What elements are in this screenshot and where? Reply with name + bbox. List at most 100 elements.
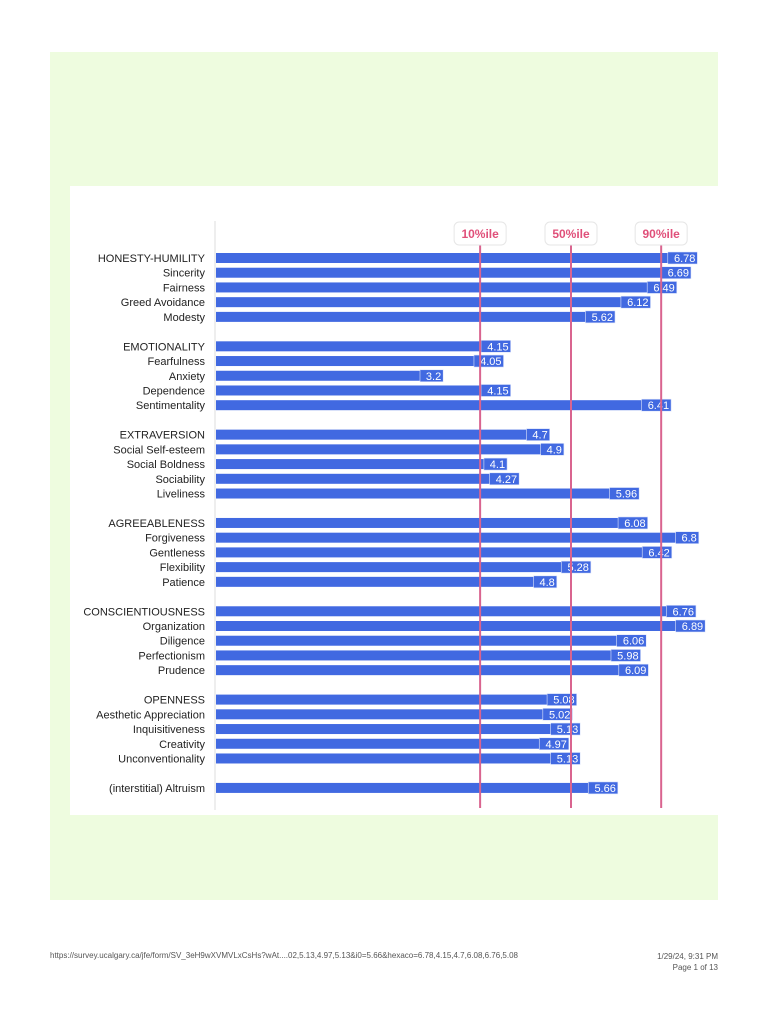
category-label: Sociability: [155, 474, 205, 486]
bar: [216, 635, 647, 646]
category-label: AGREEABLENESS: [108, 518, 205, 530]
value-label-background: [667, 251, 698, 265]
value-label: 4.05: [480, 356, 501, 368]
bar: [216, 297, 651, 308]
category-label: Social Self-esteem: [113, 444, 205, 456]
value-label-background: [540, 443, 565, 456]
category-label: Dependence: [143, 385, 205, 397]
footer-meta: 1/29/24, 9:31 PM Page 1 of 13: [657, 951, 718, 973]
bar: [216, 400, 672, 411]
value-label: 6.06: [623, 636, 644, 648]
value-label: 6.69: [668, 268, 689, 280]
category-label: Aesthetic Appreciation: [96, 709, 205, 721]
category-label: Organization: [143, 621, 205, 633]
value-label: 6.42: [648, 547, 669, 559]
percentile-label-box: [453, 221, 507, 246]
category-label: HONESTY-HUMILITY: [98, 253, 206, 265]
value-label: 5.28: [567, 562, 588, 574]
value-label-background: [483, 457, 508, 471]
value-label: 5.08: [553, 695, 574, 707]
value-label: 4.1: [490, 459, 505, 471]
value-label-background: [641, 398, 672, 412]
bar: [216, 621, 706, 631]
value-label: 6.12: [627, 297, 648, 309]
value-label-background: [538, 737, 570, 751]
value-label-background: [675, 619, 706, 633]
bar: [216, 709, 573, 720]
value-label: 5.96: [616, 489, 637, 501]
category-label: Prudence: [158, 665, 205, 677]
category-label: Inquisitiveness: [133, 724, 206, 736]
value-label: 3.2: [426, 371, 441, 383]
bar: [216, 606, 696, 617]
bar: [216, 282, 677, 293]
bar: [216, 694, 577, 705]
value-label-background: [610, 649, 641, 662]
bar: [216, 370, 444, 381]
value-label: 5.13: [557, 724, 578, 736]
value-label: 4.7: [532, 430, 547, 442]
value-label: 6.78: [674, 253, 695, 265]
percentile-label-box: [544, 221, 598, 246]
value-label-background: [585, 310, 616, 324]
category-label: Creativity: [159, 739, 205, 751]
category-label: Social Boldness: [127, 459, 206, 471]
category-label: Unconventionality: [118, 753, 205, 765]
category-label: EMOTIONALITY: [123, 341, 206, 353]
category-label: Anxiety: [169, 371, 206, 383]
bar: [216, 473, 520, 484]
bar: [216, 356, 504, 367]
footer-url: https://survey.ucalgary.ca/jfe/form/SV_3…: [50, 951, 518, 960]
bar: [216, 488, 640, 499]
bar: [216, 547, 672, 558]
value-label: 5.13: [557, 753, 578, 765]
value-label-background: [489, 472, 520, 486]
value-label-background: [675, 531, 700, 544]
value-label: 4.15: [487, 341, 508, 353]
value-label-background: [546, 693, 577, 706]
value-label: 5.02: [549, 709, 570, 721]
bar: [216, 724, 581, 735]
value-label: 6.49: [653, 282, 674, 294]
value-label: 6.76: [673, 606, 694, 618]
value-label: 4.27: [496, 474, 517, 486]
category-label: EXTRAVERSION: [120, 430, 205, 442]
category-label: Greed Avoidance: [121, 297, 205, 309]
value-label: 6.08: [624, 518, 645, 530]
bar: [216, 650, 641, 661]
bar: [216, 738, 569, 749]
value-label-background: [473, 354, 504, 368]
value-label: 4.8: [540, 577, 555, 589]
footer-datetime: 1/29/24, 9:31 PM: [657, 952, 718, 961]
category-label: Sincerity: [163, 268, 206, 280]
footer-page-number: Page 1 of 13: [672, 963, 718, 972]
bar: [216, 385, 511, 396]
value-label-background: [550, 722, 581, 736]
category-label: Perfectionism: [138, 650, 205, 662]
value-label-background: [620, 295, 651, 309]
value-label-background: [618, 663, 649, 677]
value-label: 4.15: [487, 385, 508, 397]
bar: [216, 576, 557, 587]
percentile-label: 50%ile: [552, 227, 590, 241]
value-label-background: [560, 560, 592, 574]
value-label-background: [533, 575, 558, 589]
category-label: Flexibility: [160, 562, 206, 574]
bar: [216, 753, 581, 764]
value-label-background: [609, 487, 640, 500]
category-label: CONSCIENTIOUSNESS: [83, 606, 205, 618]
bar: [216, 459, 508, 470]
category-label: (interstitial) Altruism: [109, 783, 205, 795]
value-label-background: [550, 752, 581, 765]
category-label: Liveliness: [157, 489, 206, 501]
bar: [216, 665, 649, 676]
value-label-background: [616, 634, 647, 648]
value-label: 5.98: [617, 650, 638, 662]
value-label-background: [641, 546, 673, 559]
category-label: Gentleness: [149, 547, 205, 559]
value-label: 6.09: [625, 665, 646, 677]
value-label: 4.9: [547, 444, 562, 456]
bar: [216, 341, 511, 352]
bar: [216, 267, 691, 278]
